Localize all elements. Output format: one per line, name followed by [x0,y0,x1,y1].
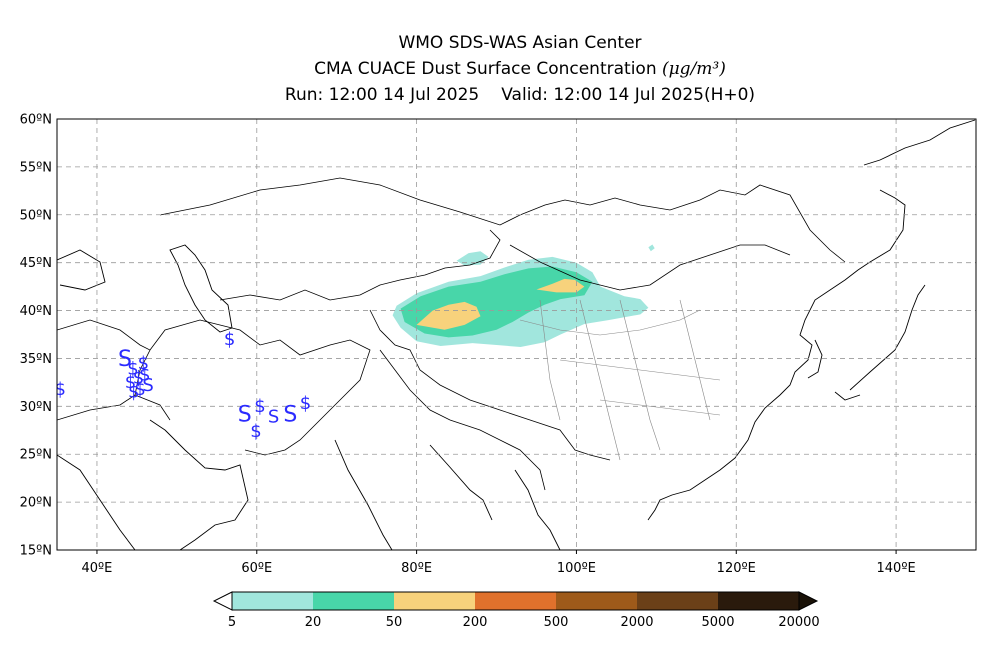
colorbar-segment [394,592,475,610]
axis-labels: 40ºE 60ºE 80ºE 100ºE 120ºE 140ºE 60ºN 55ºN 50ºN 4… [20,113,916,577]
dust-event-marker: $ [138,353,149,374]
dust-event-marker: $ [254,396,265,417]
lat-tick-label: 30ºN [20,400,52,415]
dust-layer [392,244,655,347]
lat-tick-label: 50ºN [20,208,52,223]
province-borders [519,299,721,461]
dust-event-marker: $ [127,359,138,380]
lat-tick-label: 60ºN [20,113,52,128]
dust-event-marker: $ [139,364,150,385]
colorbar-over-arrow [798,591,819,611]
lon-tick-label: 140ºE [877,561,916,576]
coastline-black-sea [57,249,106,291]
colorbar-label: 5 [228,615,236,630]
dust-event-marker: $ [128,382,139,403]
colorbar: 5 20 50 200 500 2000 5000 20000 [212,591,820,630]
graticule [57,119,976,550]
lon-tick-label: 40ºE [82,561,113,576]
dust-event-marker: $ [224,329,235,350]
lon-tick-label: 120ºE [717,561,756,576]
lat-tick-label: 25ºN [20,448,52,463]
border-kazakhstan [219,229,501,301]
dust-event-marker: $ [133,367,144,388]
title-main: CMA CUACE Dust Surface Concentration [314,59,657,79]
colorbar-segment [718,592,799,610]
lat-tick-label: 15ºN [20,544,52,559]
title-line-3: Run: 12:00 14 Jul 2025 Valid: 12:00 14 Ju… [0,82,1000,108]
map-frame [56,118,977,551]
colorbar-segment [232,592,313,610]
dust-event-marker: S [268,407,279,428]
coastlines [57,119,976,550]
valid-time: Valid: 12:00 14 Jul 2025(H+0) [501,85,756,105]
coastline-east-asia [647,119,976,521]
dust-region-50-200 [416,301,481,330]
dust-event-marker: $ [300,393,311,414]
colorbar-segment [313,592,394,610]
colorbar-label: 20 [305,615,322,630]
dust-region-5-20 [648,244,655,252]
colorbar-label: 5000 [701,615,734,630]
border-south-asia [379,349,546,491]
colorbar-under-arrow [212,591,233,611]
border-russia-south [159,177,846,263]
colorbar-label: 2000 [620,615,653,630]
lat-tick-label: 40ºN [20,304,52,319]
colorbar-segment [556,592,637,610]
dust-event-marker: S [142,375,153,396]
dust-event-marker: $ [250,421,261,442]
lon-tick-label: 80ºE [401,561,432,576]
lat-tick-label: 55ºN [20,160,52,175]
colorbar-segment [637,592,718,610]
colorbar-label: 200 [463,615,488,630]
coastline-indian [334,439,561,550]
border-mongolia-china [509,244,791,291]
border-iran-afghanistan [149,319,371,456]
lon-tick-label: 100ºE [557,561,596,576]
dust-event-marker: $ [125,372,136,393]
national-borders [57,177,846,491]
coastline-korea-japan [807,284,926,401]
lat-tick-label: 45ºN [20,256,52,271]
run-time: Run: 12:00 14 Jul 2025 [284,85,480,105]
coastline-arabia [57,419,249,550]
dust-event-marker: $ [54,379,65,400]
colorbar-label: 500 [544,615,569,630]
lon-tick-label: 60ºE [241,561,272,576]
dust-event-marker: S [238,403,252,428]
dust-region-50-200 [536,278,585,293]
colorbar-frame [231,591,800,611]
lat-tick-label: 20ºN [20,496,52,511]
title-line-1: WMO SDS-WAS Asian Center [398,33,642,53]
border-middle-east [57,319,171,421]
lat-tick-label: 35ºN [20,352,52,367]
title-line-2: CMA CUACE Dust Surface Concentration (μg… [0,56,1000,82]
province-lines [519,299,721,461]
dust-event-marker: $ [134,379,145,400]
border-china-west [369,309,611,461]
dust-event-markers: S$$$$$$$ S$$S $$S S $ [54,329,311,442]
title-block: WMO SDS-WAS Asian Center CMA CUACE Dust … [0,30,1000,108]
dust-event-marker: S [283,403,297,428]
dust-event-marker: S [118,347,132,372]
dust-region-5-20 [456,251,489,266]
colorbar-label: 20000 [778,615,819,630]
title-unit: (μg/m³) [662,59,726,79]
colorbar-label: 50 [386,615,403,630]
colorbar-segment [475,592,556,610]
